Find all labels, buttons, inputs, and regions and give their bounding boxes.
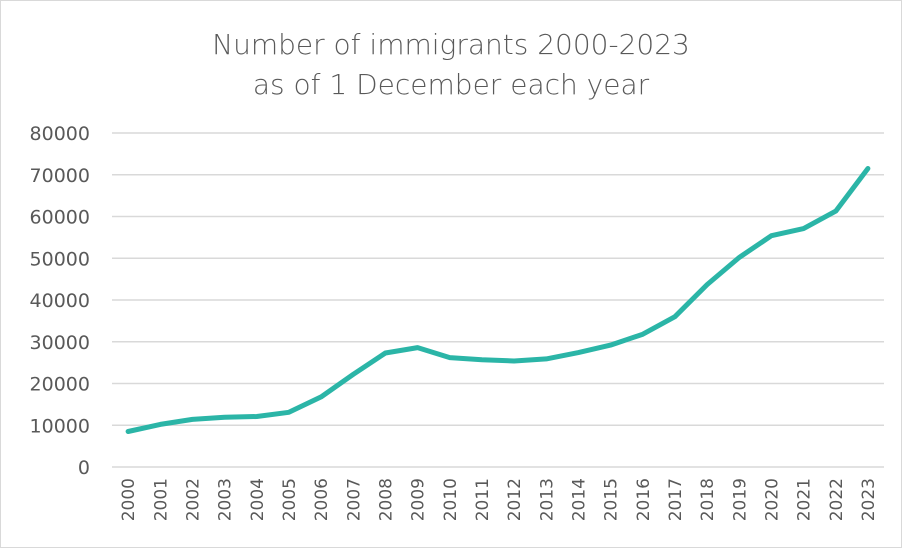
x-tick-label: 2012 [505,478,525,521]
x-tick-label: 2018 [698,478,718,521]
chart-subtitle: as of 1 December each year [252,68,650,101]
x-tick-label: 2013 [537,478,557,521]
y-axis-tick-labels: 0 10000 20000 30000 40000 50000 60000 70000 8000… [30,123,90,479]
x-tick-label: 2001 [151,478,171,521]
x-tick-label: 2015 [602,478,622,521]
x-tick-label: 2017 [666,478,686,521]
x-tick-label: 2021 [795,478,815,521]
x-tick-label: 2004 [248,478,268,521]
x-tick-label: 2007 [344,478,364,521]
x-tick-label: 2023 [859,478,879,521]
x-tick-label: 2002 [183,478,203,521]
x-tick-label: 2010 [441,478,461,521]
x-tick-label: 2022 [827,478,847,521]
y-tick-label: 0 [78,457,90,479]
x-tick-label: 2019 [730,478,750,521]
y-tick-label: 70000 [30,165,90,187]
x-tick-label: 2005 [280,478,300,521]
series-group [125,166,871,434]
x-tick-label: 2000 [119,478,139,521]
y-tick-label: 40000 [30,290,90,312]
series-line-0 [125,166,871,434]
y-tick-label: 60000 [30,207,90,229]
x-tick-label: 2014 [569,478,589,521]
x-tick-label: 2006 [312,478,332,521]
x-tick-label: 2011 [473,478,493,521]
y-tick-label: 20000 [30,374,90,396]
y-tick-label: 80000 [30,123,90,145]
x-tick-label: 2009 [409,478,429,521]
y-tick-label: 10000 [30,415,90,437]
x-tick-label: 2016 [634,478,654,521]
x-tick-label: 2003 [216,478,236,521]
chart-title: Number of immigrants 2000-2023 [212,28,690,61]
x-tick-label: 2020 [762,478,782,521]
y-tick-label: 30000 [30,332,90,354]
y-tick-label: 50000 [30,248,90,270]
x-axis-tick-labels: 2000 2001 2002 2003 2004 2005 2006 2007 2008 2009… [119,478,879,521]
gridlines [112,132,884,468]
x-tick-label: 2008 [376,478,396,521]
